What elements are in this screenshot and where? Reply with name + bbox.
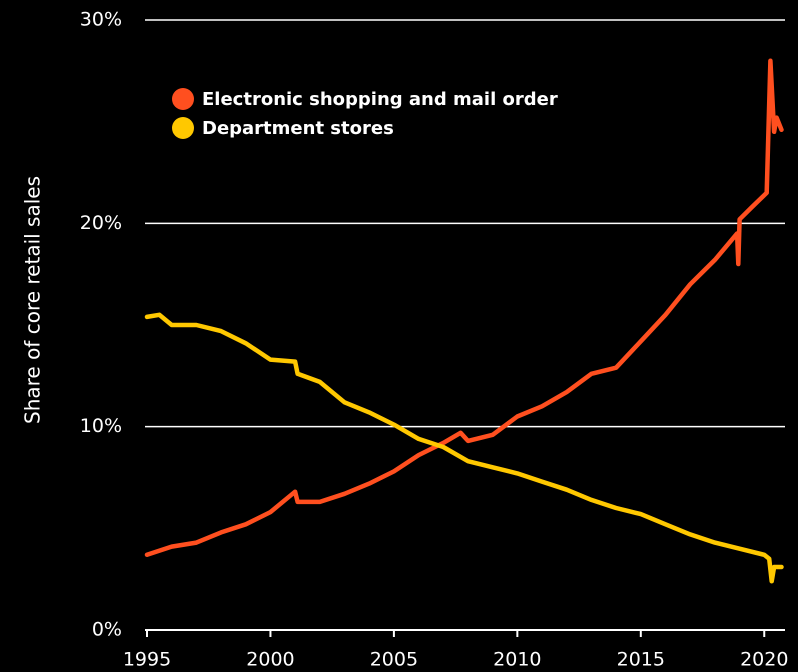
y-axis-label: Share of core retail sales xyxy=(21,176,45,424)
x-tick-label: 2010 xyxy=(493,649,541,671)
y-tick-label: 10% xyxy=(80,415,122,437)
legend-label: Electronic shopping and mail order xyxy=(202,89,558,110)
x-tick-label: 2020 xyxy=(740,649,788,671)
legend-marker xyxy=(172,117,194,139)
legend-marker xyxy=(172,88,194,110)
y-tick-label: 0% xyxy=(92,619,122,641)
x-tick-label: 2000 xyxy=(246,649,294,671)
x-tick-label: 2015 xyxy=(617,649,665,671)
x-tick-label: 1995 xyxy=(123,649,171,671)
y-tick-label: 30% xyxy=(80,9,122,31)
x-tick-label: 2005 xyxy=(370,649,418,671)
line-series xyxy=(144,312,784,584)
y-tick-label: 20% xyxy=(80,212,122,234)
line-series xyxy=(144,58,784,558)
legend-label: Department stores xyxy=(202,118,394,139)
